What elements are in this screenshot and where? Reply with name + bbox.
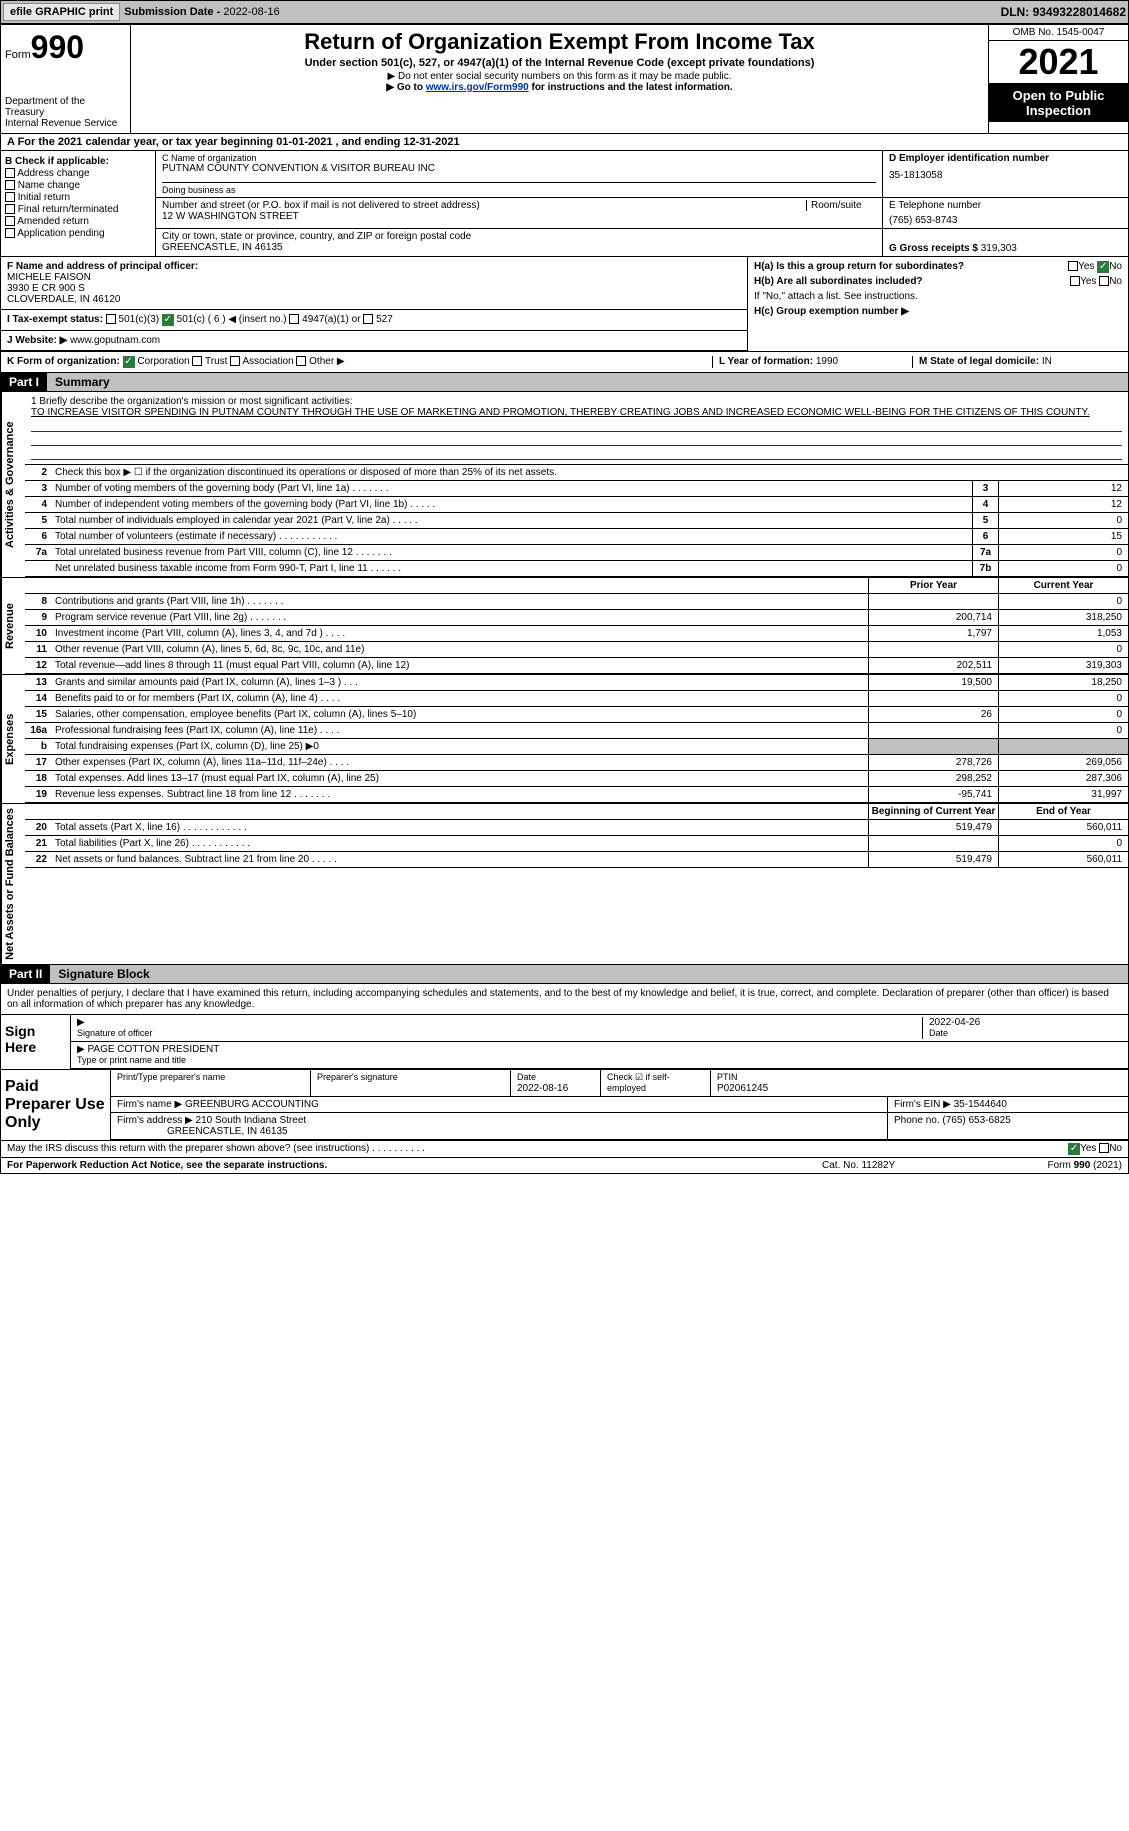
mission: 1 Briefly describe the organization's mi… <box>25 392 1128 465</box>
summary-line: 7aTotal unrelated business revenue from … <box>25 545 1128 561</box>
header-mid: Return of Organization Exempt From Incom… <box>131 25 988 133</box>
chk-assoc[interactable] <box>230 356 240 366</box>
chk-trust[interactable] <box>192 356 202 366</box>
chk-amended-return[interactable] <box>5 216 15 226</box>
chk-initial-return[interactable] <box>5 192 15 202</box>
chk-ha-no[interactable]: ✓ <box>1097 261 1109 273</box>
gross-receipts: 319,303 <box>981 243 1017 254</box>
revenue: Revenue Prior YearCurrent Year 8Contribu… <box>0 578 1129 675</box>
part2-header: Part II Signature Block <box>0 965 1129 984</box>
summary-line: 13Grants and similar amounts paid (Part … <box>25 675 1128 691</box>
form-title: Return of Organization Exempt From Incom… <box>135 29 984 55</box>
may-irs-discuss: May the IRS discuss this return with the… <box>0 1141 1129 1158</box>
summary-line: 21Total liabilities (Part X, line 26) . … <box>25 836 1128 852</box>
irs-link[interactable]: www.irs.gov/Form990 <box>426 82 529 93</box>
section-fgh: F Name and address of principal officer:… <box>0 257 1129 352</box>
principal-officer: F Name and address of principal officer:… <box>1 257 747 310</box>
summary-line: 6Total number of volunteers (estimate if… <box>25 529 1128 545</box>
summary-line: 10Investment income (Part VIII, column (… <box>25 626 1128 642</box>
header-note1: ▶ Do not enter social security numbers o… <box>135 71 984 82</box>
open-inspection: Open to Public Inspection <box>989 84 1128 122</box>
summary-line: 3Number of voting members of the governi… <box>25 481 1128 497</box>
topbar: efile GRAPHIC print Submission Date - 20… <box>0 0 1129 24</box>
street-address: 12 W WASHINGTON STREET <box>162 211 876 222</box>
section-klm: K Form of organization: ✓ Corporation Tr… <box>0 352 1129 373</box>
chk-hb-no[interactable] <box>1099 276 1109 286</box>
activities-governance: Activities & Governance 1 Briefly descri… <box>0 392 1129 578</box>
footer: For Paperwork Reduction Act Notice, see … <box>0 1158 1129 1174</box>
summary-line: bTotal fundraising expenses (Part IX, co… <box>25 739 1128 755</box>
dln: DLN: 93493228014682 <box>1001 5 1126 19</box>
summary-line: Net unrelated business taxable income fr… <box>25 561 1128 577</box>
part1-header: Part I Summary <box>0 373 1129 392</box>
chk-discuss-yes[interactable]: ✓ <box>1068 1143 1080 1155</box>
summary-line: 9Program service revenue (Part VIII, lin… <box>25 610 1128 626</box>
col-c: C Name of organization PUTNAM COUNTY CON… <box>156 151 1128 256</box>
summary-line: 4Number of independent voting members of… <box>25 497 1128 513</box>
chk-527[interactable] <box>363 314 373 324</box>
section-bc: B Check if applicable: Address change Na… <box>0 151 1129 257</box>
summary-line: 11Other revenue (Part VIII, column (A), … <box>25 642 1128 658</box>
year-formation: L Year of formation: 1990 <box>712 356 912 368</box>
tab-revenue: Revenue <box>1 578 25 674</box>
section-h: H(a) Is this a group return for subordin… <box>748 257 1128 351</box>
omb-number: OMB No. 1545-0047 <box>989 25 1128 41</box>
summary-line: 18Total expenses. Add lines 13–17 (must … <box>25 771 1128 787</box>
org-name: PUTNAM COUNTY CONVENTION & VISITOR BUREA… <box>162 163 876 174</box>
chk-501c3[interactable] <box>106 314 116 324</box>
header-subtitle: Under section 501(c), 527, or 4947(a)(1)… <box>135 57 984 69</box>
section-a: A For the 2021 calendar year, or tax yea… <box>0 134 1129 151</box>
tax-exempt-status: I Tax-exempt status: 501(c)(3) ✓ 501(c) … <box>1 310 747 331</box>
chk-discuss-no[interactable] <box>1099 1143 1109 1153</box>
summary-line: 8Contributions and grants (Part VIII, li… <box>25 594 1128 610</box>
col-b-checkboxes: B Check if applicable: Address change Na… <box>1 151 156 256</box>
state-domicile: M State of legal domicile: IN <box>912 356 1122 368</box>
summary-line: 12Total revenue—add lines 8 through 11 (… <box>25 658 1128 674</box>
header-note2: ▶ Go to www.irs.gov/Form990 for instruct… <box>135 82 984 93</box>
chk-final-return[interactable] <box>5 204 15 214</box>
chk-name-change[interactable] <box>5 180 15 190</box>
chk-corp[interactable]: ✓ <box>123 356 135 368</box>
efile-print-button[interactable]: efile GRAPHIC print <box>3 3 120 21</box>
chk-address-change[interactable] <box>5 168 15 178</box>
paid-preparer: Paid Preparer Use Only Print/Type prepar… <box>0 1070 1129 1141</box>
summary-line: 19Revenue less expenses. Subtract line 1… <box>25 787 1128 803</box>
website: J Website: ▶ www.goputnam.com <box>1 331 747 351</box>
summary-line: 20Total assets (Part X, line 16) . . . .… <box>25 820 1128 836</box>
chk-501c[interactable]: ✓ <box>162 314 174 326</box>
city-state-zip: GREENCASTLE, IN 46135 <box>162 242 876 253</box>
form-of-org: K Form of organization: ✓ Corporation Tr… <box>7 356 712 368</box>
summary-line: 15Salaries, other compensation, employee… <box>25 707 1128 723</box>
chk-hb-yes[interactable] <box>1070 276 1080 286</box>
dept-treasury: Department of the Treasury Internal Reve… <box>5 96 126 129</box>
chk-application-pending[interactable] <box>5 228 15 238</box>
net-assets: Net Assets or Fund Balances Beginning of… <box>0 804 1129 965</box>
submission-date-label: Submission Date - 2022-08-16 <box>124 6 279 18</box>
header-left: Form990 Department of the Treasury Inter… <box>1 25 131 133</box>
signature-declaration: Under penalties of perjury, I declare th… <box>0 984 1129 1015</box>
summary-line: 22Net assets or fund balances. Subtract … <box>25 852 1128 868</box>
tax-year: 2021 <box>989 41 1128 84</box>
tab-net-assets: Net Assets or Fund Balances <box>1 804 25 964</box>
phone: (765) 653-8743 <box>889 215 1122 226</box>
summary-line: 16aProfessional fundraising fees (Part I… <box>25 723 1128 739</box>
tab-activities: Activities & Governance <box>1 392 25 577</box>
chk-other[interactable] <box>296 356 306 366</box>
chk-4947[interactable] <box>289 314 299 324</box>
summary-line: 2Check this box ▶ ☐ if the organization … <box>25 465 1128 481</box>
form-header: Form990 Department of the Treasury Inter… <box>0 24 1129 134</box>
header-right: OMB No. 1545-0047 2021 Open to Public In… <box>988 25 1128 133</box>
summary-line: 5Total number of individuals employed in… <box>25 513 1128 529</box>
sign-here: Sign Here ▶Signature of officer2022-04-2… <box>0 1015 1129 1070</box>
summary-line: 17Other expenses (Part IX, column (A), l… <box>25 755 1128 771</box>
expenses: Expenses 13Grants and similar amounts pa… <box>0 675 1129 804</box>
tab-expenses: Expenses <box>1 675 25 803</box>
summary-line: 14Benefits paid to or for members (Part … <box>25 691 1128 707</box>
chk-ha-yes[interactable] <box>1068 261 1078 271</box>
ein: 35-1813058 <box>889 170 1122 181</box>
